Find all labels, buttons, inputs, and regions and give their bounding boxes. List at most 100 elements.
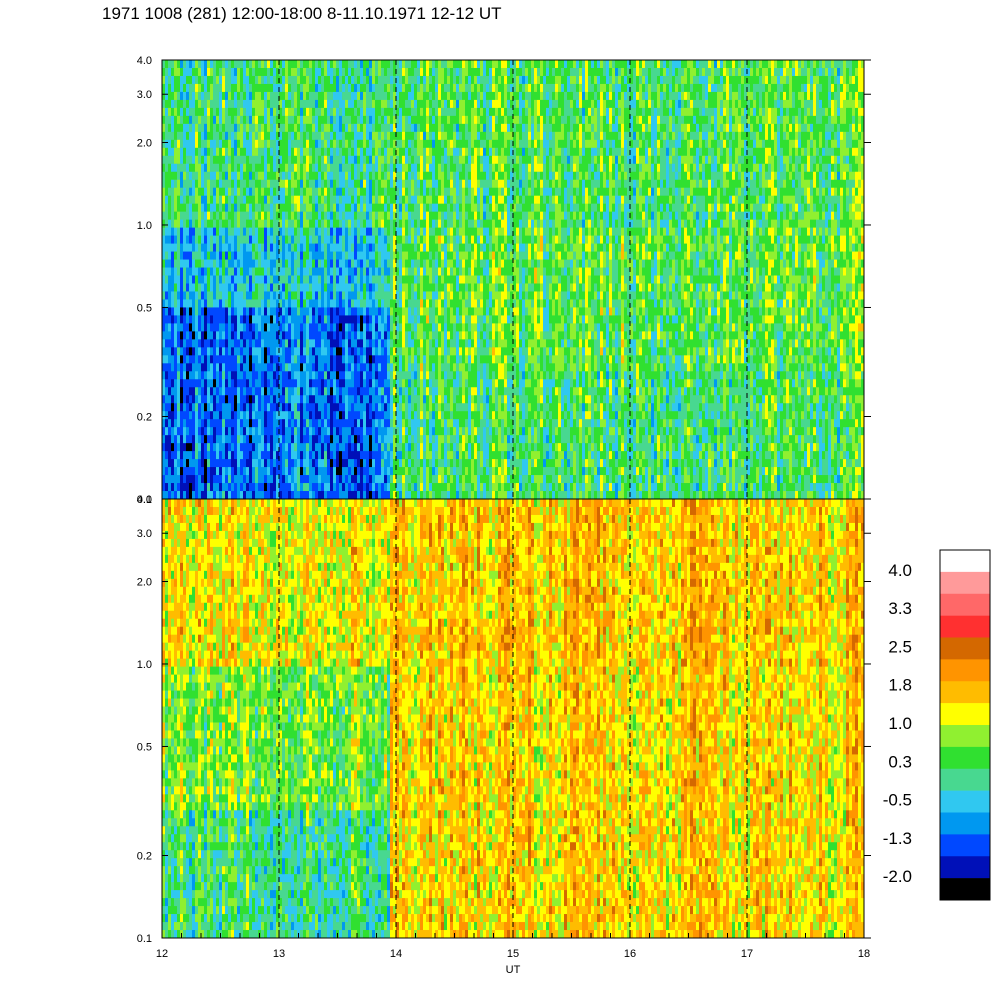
spectrogram-cell bbox=[183, 427, 187, 436]
spectrogram-cell bbox=[213, 443, 217, 452]
spectrogram-cell bbox=[315, 475, 319, 484]
spectrogram-cell bbox=[387, 211, 391, 221]
spectrogram-cell bbox=[318, 363, 322, 372]
spectrogram-cell bbox=[321, 131, 325, 141]
spectrogram-cell bbox=[384, 107, 388, 117]
spectrogram-cell bbox=[252, 187, 256, 197]
spectrogram-cell bbox=[171, 283, 175, 293]
spectrogram-cell bbox=[366, 211, 370, 221]
spectrogram-cell bbox=[258, 331, 262, 340]
spectrogram-cell bbox=[324, 235, 328, 245]
spectrogram-cell bbox=[360, 299, 364, 309]
spectrogram-cell bbox=[297, 467, 301, 476]
spectrogram-cell bbox=[171, 219, 175, 229]
spectrogram-cell bbox=[288, 155, 292, 165]
spectrogram-cell bbox=[339, 259, 343, 269]
spectrogram-cell bbox=[279, 99, 283, 109]
spectrogram-cell bbox=[414, 299, 418, 309]
spectrogram-cell bbox=[282, 371, 286, 380]
spectrogram-cell bbox=[360, 467, 364, 476]
spectrogram-cell bbox=[411, 67, 415, 77]
spectrogram-cell bbox=[360, 219, 364, 229]
spectrogram-cell bbox=[315, 347, 319, 356]
spectrogram-cell bbox=[276, 387, 280, 396]
spectrogram-cell bbox=[198, 467, 202, 476]
spectrogram-cell bbox=[192, 171, 196, 181]
spectrogram-cell bbox=[318, 227, 322, 237]
spectrogram-cell bbox=[183, 275, 187, 285]
spectrogram-cell bbox=[168, 331, 172, 340]
spectrogram-cell bbox=[345, 419, 349, 428]
spectrogram-cell bbox=[399, 307, 403, 317]
spectrogram-cell bbox=[234, 491, 238, 499]
spectrogram-cell bbox=[186, 443, 190, 452]
spectrogram-cell bbox=[291, 179, 295, 189]
spectrogram-cell bbox=[324, 155, 328, 165]
spectrogram-cell bbox=[330, 115, 334, 125]
spectrogram-cell bbox=[363, 91, 367, 101]
spectrogram-cell bbox=[168, 131, 172, 141]
spectrogram-cell bbox=[357, 347, 361, 356]
spectrogram-cell bbox=[216, 379, 220, 388]
spectrogram-cell bbox=[330, 403, 334, 412]
spectrogram-cell bbox=[234, 323, 238, 332]
spectrogram-cell bbox=[405, 475, 409, 484]
spectrogram-cell bbox=[246, 227, 250, 237]
spectrogram-cell bbox=[420, 395, 424, 404]
spectrogram-cell bbox=[186, 491, 190, 499]
spectrogram-cell bbox=[414, 443, 418, 452]
spectrogram-cell bbox=[327, 147, 331, 157]
spectrogram-cell bbox=[375, 99, 379, 109]
spectrogram-cell bbox=[219, 483, 223, 492]
spectrogram-cell bbox=[324, 371, 328, 380]
spectrogram-cell bbox=[213, 315, 217, 324]
spectrogram-cell bbox=[318, 475, 322, 484]
spectrogram-cell bbox=[219, 331, 223, 340]
spectrogram-cell bbox=[282, 427, 286, 436]
spectrogram-cell bbox=[429, 75, 433, 85]
spectrogram-cell bbox=[234, 363, 238, 372]
spectrogram-cell bbox=[381, 131, 385, 141]
spectrogram-cell bbox=[333, 435, 337, 444]
spectrogram-cell bbox=[258, 203, 262, 213]
spectrogram-cell bbox=[210, 91, 214, 101]
spectrogram-cell bbox=[372, 99, 376, 109]
spectrogram-cell bbox=[198, 291, 202, 301]
spectrogram-cell bbox=[366, 323, 370, 332]
spectrogram-cell bbox=[324, 187, 328, 197]
spectrogram-cell bbox=[180, 83, 184, 93]
spectrogram-cell bbox=[264, 211, 268, 221]
spectrogram-cell bbox=[321, 99, 325, 109]
spectrogram-cell bbox=[225, 259, 229, 269]
spectrogram-cell bbox=[174, 443, 178, 452]
spectrogram-cell bbox=[294, 371, 298, 380]
spectrogram-cell bbox=[342, 99, 346, 109]
spectrogram-cell bbox=[303, 203, 307, 213]
spectrogram-cell bbox=[336, 323, 340, 332]
spectrogram-cell bbox=[297, 395, 301, 404]
spectrogram-cell bbox=[312, 243, 316, 253]
spectrogram-cell bbox=[204, 259, 208, 269]
spectrogram-cell bbox=[408, 283, 412, 293]
spectrogram-cell bbox=[201, 363, 205, 372]
spectrogram-cell bbox=[204, 195, 208, 205]
spectrogram-cell bbox=[291, 467, 295, 476]
spectrogram-cell bbox=[315, 251, 319, 261]
spectrogram-cell bbox=[273, 83, 277, 93]
spectrogram-cell bbox=[411, 339, 415, 348]
spectrogram-cell bbox=[351, 299, 355, 309]
spectrogram-cell bbox=[318, 123, 322, 133]
spectrogram-cell bbox=[291, 491, 295, 499]
spectrogram-cell bbox=[324, 123, 328, 133]
spectrogram-cell bbox=[198, 235, 202, 245]
spectrogram-cell bbox=[330, 491, 334, 499]
spectrogram-cell bbox=[285, 99, 289, 109]
spectrogram-cell bbox=[270, 299, 274, 309]
spectrogram-cell bbox=[207, 91, 211, 101]
spectrogram-cell bbox=[228, 123, 232, 133]
spectrogram-cell bbox=[351, 251, 355, 261]
spectrogram-cell bbox=[324, 259, 328, 269]
spectrogram-cell bbox=[378, 483, 382, 492]
spectrogram-cell bbox=[315, 283, 319, 293]
spectrogram-cell bbox=[261, 115, 265, 125]
